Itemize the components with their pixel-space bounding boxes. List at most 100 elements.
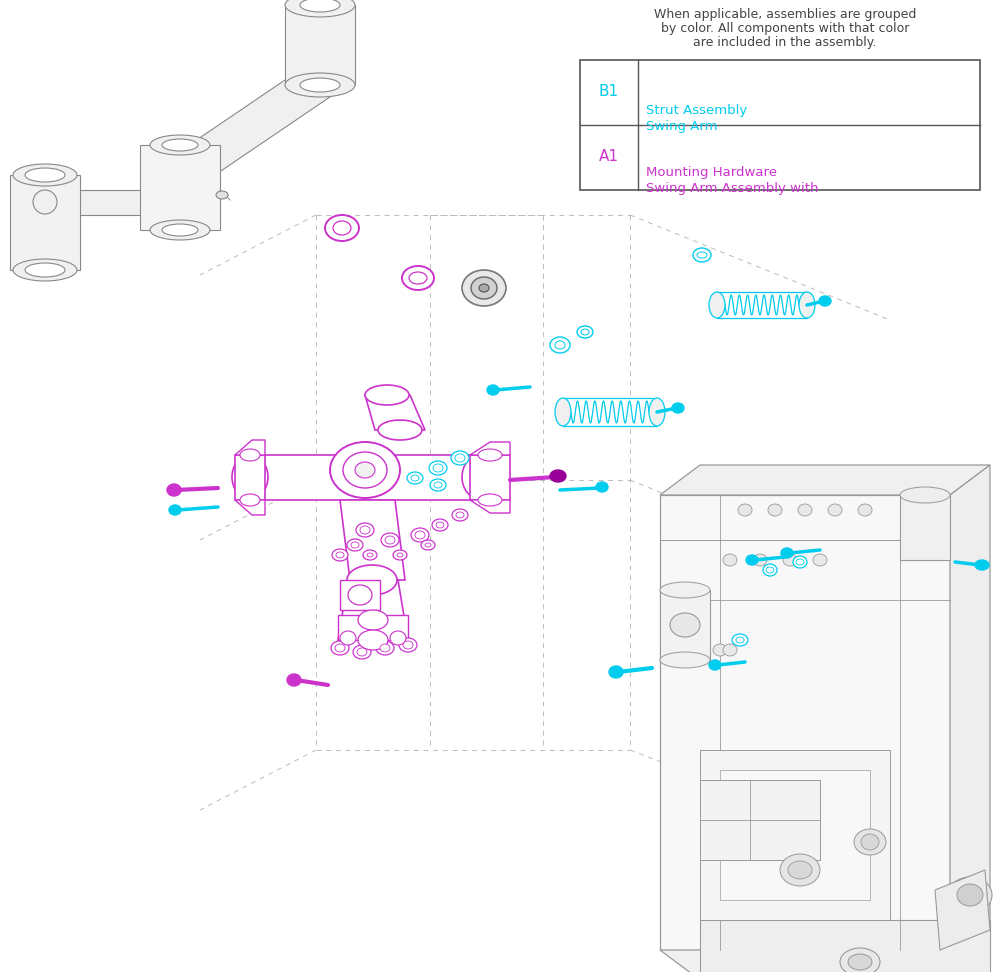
- Ellipse shape: [796, 559, 804, 565]
- Ellipse shape: [285, 73, 355, 97]
- Polygon shape: [717, 292, 807, 318]
- Text: When applicable, assemblies are grouped: When applicable, assemblies are grouped: [654, 8, 916, 21]
- Text: Swing Arm: Swing Arm: [646, 120, 718, 133]
- Polygon shape: [145, 80, 355, 175]
- Ellipse shape: [900, 487, 950, 503]
- Ellipse shape: [325, 215, 359, 241]
- Ellipse shape: [351, 542, 359, 548]
- Text: B1: B1: [599, 85, 619, 99]
- Ellipse shape: [287, 674, 301, 686]
- Ellipse shape: [456, 512, 464, 518]
- Ellipse shape: [948, 877, 992, 913]
- Polygon shape: [660, 590, 710, 660]
- Ellipse shape: [813, 554, 827, 566]
- Ellipse shape: [402, 266, 434, 290]
- Ellipse shape: [432, 519, 448, 531]
- Polygon shape: [660, 495, 950, 950]
- Text: Strut Assembly: Strut Assembly: [646, 104, 747, 117]
- Ellipse shape: [957, 884, 983, 906]
- Ellipse shape: [348, 585, 372, 605]
- Ellipse shape: [793, 556, 807, 568]
- Polygon shape: [338, 615, 408, 640]
- Ellipse shape: [356, 523, 374, 537]
- Polygon shape: [285, 5, 355, 85]
- Polygon shape: [365, 395, 425, 430]
- Ellipse shape: [399, 638, 417, 652]
- Ellipse shape: [660, 582, 710, 598]
- Ellipse shape: [487, 385, 499, 395]
- Ellipse shape: [429, 461, 447, 475]
- Ellipse shape: [693, 248, 711, 262]
- Ellipse shape: [434, 482, 442, 488]
- Text: by color. All components with that color: by color. All components with that color: [661, 22, 909, 35]
- Polygon shape: [250, 455, 480, 500]
- Ellipse shape: [766, 567, 774, 573]
- Ellipse shape: [479, 284, 489, 292]
- Polygon shape: [235, 500, 265, 515]
- Ellipse shape: [363, 550, 377, 560]
- Ellipse shape: [336, 552, 344, 558]
- Ellipse shape: [670, 613, 700, 637]
- Ellipse shape: [828, 504, 842, 516]
- Polygon shape: [900, 495, 950, 560]
- Ellipse shape: [150, 220, 210, 240]
- Ellipse shape: [167, 484, 181, 496]
- Ellipse shape: [713, 644, 727, 656]
- Ellipse shape: [455, 454, 465, 462]
- Ellipse shape: [732, 634, 748, 646]
- Ellipse shape: [709, 660, 721, 670]
- Ellipse shape: [330, 442, 400, 498]
- Ellipse shape: [376, 641, 394, 655]
- Ellipse shape: [478, 494, 502, 506]
- Ellipse shape: [425, 543, 431, 547]
- Polygon shape: [10, 175, 80, 270]
- Polygon shape: [340, 580, 380, 610]
- Polygon shape: [563, 398, 657, 426]
- Ellipse shape: [736, 637, 744, 643]
- Ellipse shape: [609, 666, 623, 678]
- Ellipse shape: [360, 526, 370, 534]
- Ellipse shape: [357, 648, 367, 656]
- Ellipse shape: [854, 829, 886, 855]
- Polygon shape: [140, 145, 220, 230]
- Polygon shape: [340, 500, 405, 580]
- Ellipse shape: [462, 455, 498, 499]
- Ellipse shape: [763, 564, 777, 576]
- Polygon shape: [700, 750, 890, 920]
- Ellipse shape: [13, 164, 77, 186]
- Ellipse shape: [840, 948, 880, 972]
- Ellipse shape: [471, 277, 497, 299]
- Ellipse shape: [436, 522, 444, 528]
- Ellipse shape: [581, 329, 589, 335]
- Ellipse shape: [478, 449, 502, 461]
- Ellipse shape: [343, 452, 387, 488]
- Polygon shape: [700, 920, 990, 972]
- Ellipse shape: [393, 550, 407, 560]
- Ellipse shape: [232, 455, 268, 499]
- Bar: [580, 60, 980, 190]
- Ellipse shape: [390, 631, 406, 645]
- Ellipse shape: [430, 479, 446, 491]
- Ellipse shape: [858, 504, 872, 516]
- Ellipse shape: [381, 533, 399, 547]
- Polygon shape: [45, 190, 180, 215]
- Ellipse shape: [550, 470, 566, 482]
- Ellipse shape: [783, 554, 797, 566]
- Ellipse shape: [216, 191, 228, 199]
- Ellipse shape: [33, 190, 57, 214]
- Ellipse shape: [555, 398, 571, 426]
- Ellipse shape: [353, 645, 371, 659]
- Polygon shape: [470, 455, 510, 500]
- Ellipse shape: [380, 644, 390, 652]
- Ellipse shape: [300, 0, 340, 12]
- Text: Swing Arm Assembly with: Swing Arm Assembly with: [646, 182, 818, 195]
- Ellipse shape: [768, 504, 782, 516]
- Ellipse shape: [555, 341, 565, 349]
- Ellipse shape: [150, 135, 210, 155]
- Ellipse shape: [861, 834, 879, 850]
- Ellipse shape: [340, 631, 356, 645]
- Ellipse shape: [25, 168, 65, 182]
- Ellipse shape: [409, 272, 427, 284]
- Ellipse shape: [723, 644, 737, 656]
- Ellipse shape: [577, 326, 593, 338]
